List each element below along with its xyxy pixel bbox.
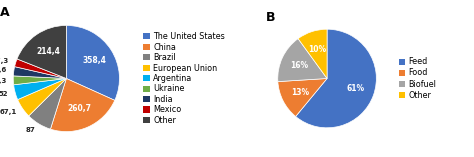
Wedge shape — [17, 25, 66, 78]
Text: A: A — [0, 6, 9, 19]
Text: 10%: 10% — [309, 45, 327, 54]
Legend: The United States, China, Brazil, European Union, Argentina, Ukraine, India, Mex: The United States, China, Brazil, Europe… — [143, 32, 225, 125]
Wedge shape — [29, 78, 66, 129]
Wedge shape — [13, 67, 66, 78]
Wedge shape — [13, 76, 66, 85]
Legend: Feed, Food, Biofuel, Other: Feed, Food, Biofuel, Other — [399, 57, 437, 100]
Text: 214,4: 214,4 — [36, 47, 60, 56]
Text: 27,3: 27,3 — [0, 58, 9, 64]
Wedge shape — [14, 78, 66, 100]
Text: 16%: 16% — [291, 61, 309, 70]
Wedge shape — [18, 78, 66, 116]
Wedge shape — [296, 29, 376, 128]
Text: 52: 52 — [0, 91, 9, 97]
Wedge shape — [278, 78, 327, 116]
Text: 260,7: 260,7 — [68, 104, 92, 113]
Text: B: B — [265, 11, 275, 24]
Text: 30,3: 30,3 — [0, 78, 7, 84]
Wedge shape — [298, 29, 327, 78]
Text: 13%: 13% — [291, 88, 309, 97]
Text: 87: 87 — [26, 127, 35, 133]
Text: 358,4: 358,4 — [82, 56, 106, 65]
Wedge shape — [66, 25, 119, 100]
Text: 61%: 61% — [347, 84, 365, 93]
Text: 67,1: 67,1 — [0, 109, 17, 115]
Wedge shape — [278, 39, 327, 82]
Wedge shape — [50, 78, 115, 132]
Wedge shape — [15, 59, 66, 78]
Text: 31,6: 31,6 — [0, 67, 7, 73]
